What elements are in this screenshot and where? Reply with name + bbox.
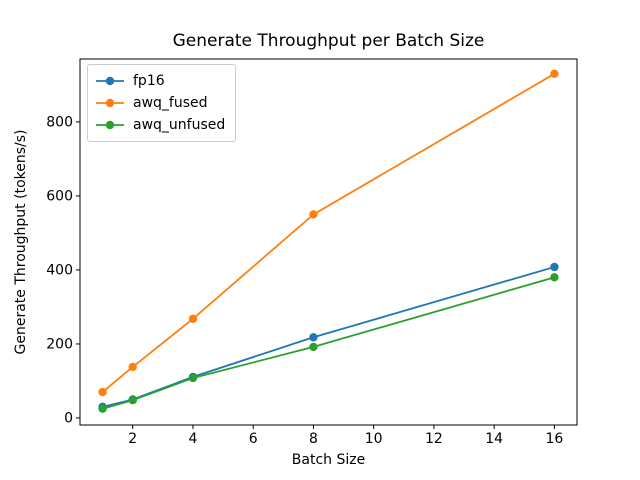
y-tick-label: 400 — [46, 262, 73, 278]
legend-marker-fp16 — [96, 76, 124, 86]
x-tick-label: 4 — [188, 431, 197, 447]
legend-label: fp16 — [133, 73, 165, 89]
axes-spines — [79, 58, 578, 426]
series-marker-fp16 — [550, 262, 559, 272]
legend-marker-awq_fused — [96, 98, 124, 108]
series-marker-awq_unfused — [309, 342, 318, 352]
series-line-awq_unfused — [102, 276, 555, 410]
y-tick-label: 800 — [46, 114, 73, 130]
x-tick-label: 2 — [128, 431, 137, 447]
legend: fp16 awq_fused awq_unfused — [87, 64, 237, 142]
x-tick-label: 6 — [249, 431, 258, 447]
y-tick-label: 200 — [46, 336, 73, 352]
series-marker-awq_fused — [188, 314, 198, 323]
legend-label: awq_fused — [133, 95, 208, 111]
series-marker-awq_fused — [550, 69, 559, 79]
series-marker-awq_unfused — [128, 396, 137, 405]
series-marker-fp16 — [309, 333, 318, 342]
x-tick-label: 12 — [425, 431, 443, 447]
legend-item-awq_fused: awq_fused — [95, 92, 225, 114]
x-axis-label: Batch Size — [291, 452, 366, 468]
legend-label: awq_unfused — [133, 117, 226, 133]
x-tick-label: 8 — [309, 431, 318, 447]
series-marker-awq_fused — [98, 387, 107, 397]
x-tick-label: 10 — [365, 431, 383, 447]
legend-item-awq_unfused: awq_unfused — [95, 114, 225, 136]
legend-item-fp16: fp16 — [95, 70, 225, 92]
chart-title: Generate Throughput per Batch Size — [172, 31, 485, 51]
series-marker-awq_unfused — [98, 404, 107, 413]
series-marker-awq_unfused — [188, 373, 198, 383]
series-marker-awq_unfused — [550, 273, 559, 282]
legend-marker-awq_unfused — [96, 120, 124, 130]
y-tick-label: 0 — [64, 410, 73, 426]
x-tick-label: 14 — [485, 431, 503, 447]
series-marker-awq_fused — [128, 362, 137, 372]
series-marker-awq_fused — [309, 210, 318, 219]
y-tick-label: 600 — [46, 188, 73, 204]
x-tick-label: 16 — [545, 431, 563, 447]
